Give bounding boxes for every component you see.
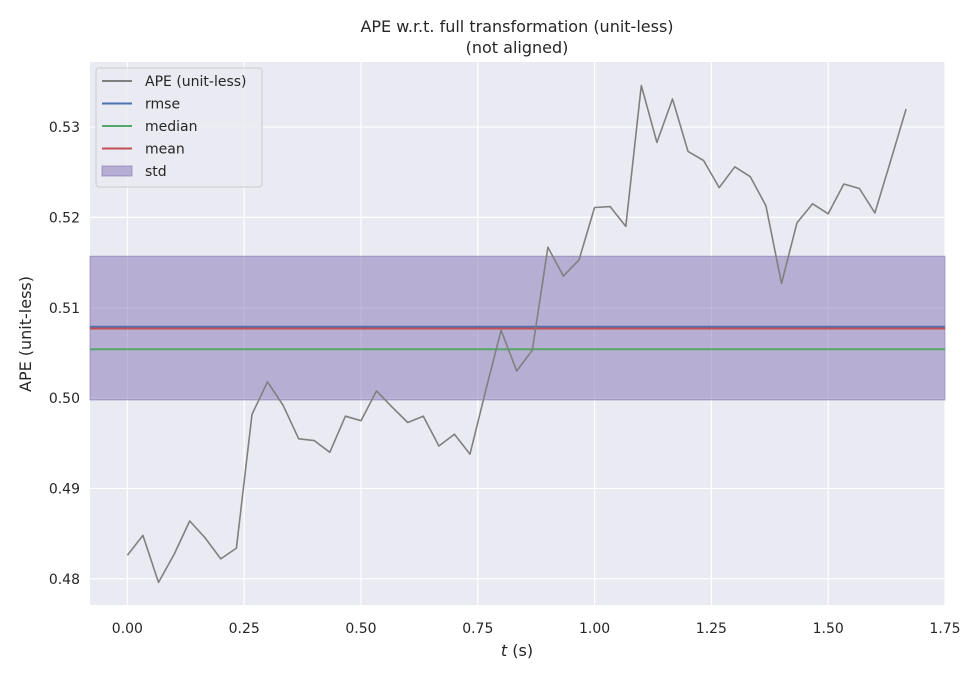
legend-median-label: median: [145, 119, 197, 135]
legend: APE (unit-less) rmse median mean std: [95, 67, 263, 188]
series-layer: [126, 84, 907, 584]
ape-series-line: [126, 84, 907, 584]
y-tick-label: 0.53: [49, 120, 80, 136]
legend-std-label: std: [145, 164, 167, 180]
x-axis-label-unit: (s): [507, 641, 533, 660]
y-tick-label: 0.50: [49, 391, 80, 407]
legend-mean-label: mean: [145, 142, 185, 158]
legend-ape-label: APE (unit-less): [145, 74, 247, 90]
legend-std-swatch: [101, 165, 133, 177]
x-tick-label: 0.00: [112, 621, 143, 637]
x-tick-label: 1.25: [696, 621, 727, 637]
stat-lines: [90, 325, 945, 351]
y-tick-label: 0.49: [49, 481, 80, 497]
y-axis-ticks: 0.48 0.49 0.50 0.51 0.52 0.53: [49, 120, 80, 588]
chart-subtitle: (not aligned): [466, 38, 569, 57]
x-tick-label: 0.25: [229, 621, 260, 637]
x-tick-label: 1.75: [929, 621, 960, 637]
x-axis-label-var: t: [501, 641, 508, 660]
x-tick-label: 1.00: [579, 621, 610, 637]
chart-title: APE w.r.t. full transformation (unit-les…: [360, 17, 673, 36]
y-tick-label: 0.51: [49, 301, 80, 317]
x-tick-label: 0.50: [345, 621, 376, 637]
legend-frame: [95, 67, 263, 188]
x-axis-ticks: 0.00 0.25 0.50 0.75 1.00 1.25 1.50 1.75: [112, 621, 961, 637]
y-tick-label: 0.48: [49, 572, 80, 588]
y-axis-label: APE (unit-less): [16, 276, 35, 392]
x-tick-label: 0.75: [462, 621, 493, 637]
x-axis-label: t (s): [501, 641, 533, 660]
y-tick-label: 0.52: [49, 210, 80, 226]
x-tick-label: 1.50: [813, 621, 844, 637]
legend-rmse-label: rmse: [145, 97, 180, 113]
